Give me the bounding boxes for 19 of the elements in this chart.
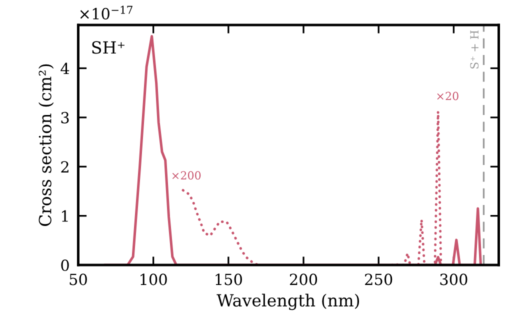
x-axis-title: Wavelength (nm) xyxy=(216,294,360,310)
x-tick-label: 50 xyxy=(70,274,87,286)
y-tick-label: 1 xyxy=(62,210,68,222)
y-tick-label: 4 xyxy=(60,62,70,74)
x-tick-label: 150 xyxy=(216,274,242,286)
y-tick-label: 0 xyxy=(61,259,69,272)
annotation: SH⁺ xyxy=(92,41,124,54)
annotation: ×200 xyxy=(172,171,201,180)
y-tick-label: 3 xyxy=(61,112,69,124)
x-tick-label: 100 xyxy=(140,274,167,286)
x-tick-label: 250 xyxy=(365,274,392,286)
x-tick-label: 300 xyxy=(440,274,468,286)
x-tick-label: 200 xyxy=(290,274,318,286)
ref-line-label: S⁺ + H xyxy=(470,30,479,68)
text: ×10$^{−17}$ xyxy=(80,6,132,20)
y-axis-title: Cross section (cm²) xyxy=(38,64,54,226)
annotation: ×20 xyxy=(437,92,458,100)
y-tick-label: 2 xyxy=(61,161,68,172)
line-series xyxy=(182,189,260,266)
